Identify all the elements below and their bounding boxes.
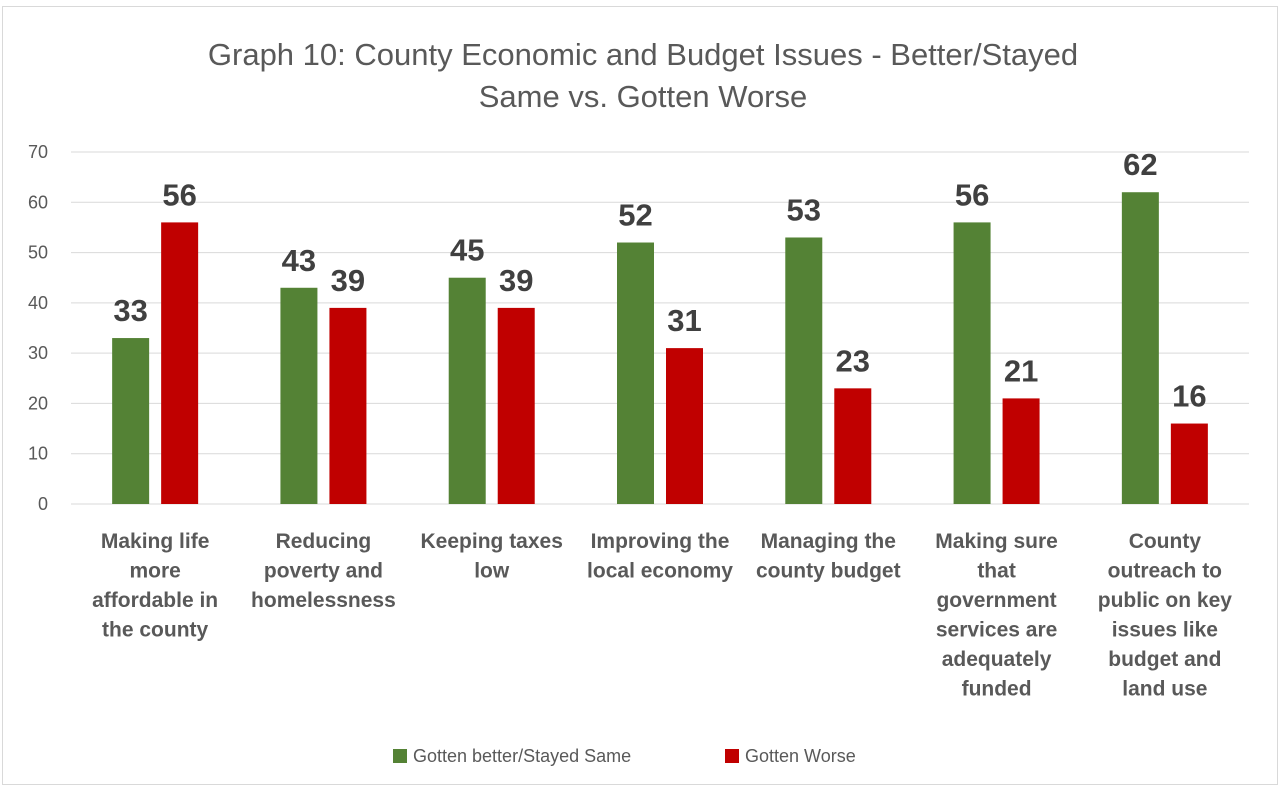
x-category-label: low [474,560,510,583]
x-category-label: Making life [101,530,210,553]
x-category-label: Making sure [935,530,1058,553]
bar [280,287,318,504]
bar [161,222,199,504]
data-label: 43 [282,243,316,278]
x-category-label: Keeping taxes [421,530,563,553]
data-labels: 33 56 43 39 45 39 52 31 53 23 56 21 62 16 [113,147,1206,413]
data-label: 56 [955,177,989,212]
chart-title-line: Same vs. Gotten Worse [479,79,808,114]
data-label: 52 [618,198,652,233]
x-category-label: local economy [587,560,733,583]
bar [1121,192,1159,504]
x-category-label: public on key [1098,589,1233,612]
x-category-label: county budget [756,560,901,583]
y-tick-label: 30 [28,343,48,363]
y-tick-label: 70 [28,142,48,162]
data-label: 62 [1123,147,1157,182]
y-tick-label: 10 [28,444,48,464]
x-category-label: issues like [1112,619,1218,642]
legend-swatch [393,749,407,763]
bar [666,348,703,504]
y-tick-label: 50 [28,243,48,263]
data-label: 16 [1172,379,1206,414]
data-label: 39 [499,263,533,298]
bar [329,307,367,504]
x-category-label: services are [936,619,1057,642]
x-category-label: that [977,560,1016,583]
y-tick-label: 60 [28,192,48,212]
x-category-label: Improving the [591,530,730,553]
bar [785,237,823,504]
bar [834,388,872,504]
bar [112,338,150,504]
bar [1170,423,1208,504]
chart-title-line: Graph 10: County Economic and Budget Iss… [208,37,1078,72]
data-label: 45 [450,233,484,268]
data-label: 56 [162,177,196,212]
data-label: 21 [1004,353,1038,388]
x-category-label: more [129,560,180,583]
data-label: 53 [787,192,821,227]
bar [1002,398,1040,504]
data-label: 33 [113,293,147,328]
x-category-label: funded [962,678,1032,701]
legend-label: Gotten better/Stayed Same [413,746,631,766]
bar-chart: Graph 10: County Economic and Budget Iss… [28,37,1249,766]
data-label: 39 [331,263,365,298]
x-category-label: homelessness [251,589,396,612]
y-tick-label: 20 [28,393,48,413]
legend-label: Gotten Worse [745,746,856,766]
x-category-label: government [936,589,1056,612]
x-category-label: Reducing [276,530,372,553]
data-label: 23 [836,343,870,378]
y-tick-label: 0 [38,494,48,514]
data-label: 31 [667,303,701,338]
y-axis-ticks: 0 10 20 30 40 50 60 70 [28,142,48,514]
x-axis-categories: Making life more affordable in the county Re… [92,530,1232,701]
x-category-label: budget and [1108,648,1221,671]
x-category-label: County [1129,530,1202,553]
legend-swatch [725,749,739,763]
chart-frame: Graph 10: County Economic and Budget Iss… [2,6,1278,785]
bar [448,277,486,504]
x-category-label: affordable in [92,589,218,612]
x-category-label: poverty and [264,560,383,583]
bar [953,222,991,504]
y-tick-label: 40 [28,293,48,313]
x-category-label: outreach to [1108,560,1222,583]
bars [112,192,1208,504]
legend: Gotten better/Stayed Same Gotten Worse [393,746,856,766]
bar [497,307,535,504]
gridlines [71,151,1249,505]
x-category-label: the county [102,619,208,642]
x-category-label: land use [1122,678,1207,701]
bar [617,242,654,504]
chart-title: Graph 10: County Economic and Budget Iss… [208,37,1078,114]
x-category-label: Managing the [761,530,896,553]
x-category-label: adequately [942,648,1052,671]
